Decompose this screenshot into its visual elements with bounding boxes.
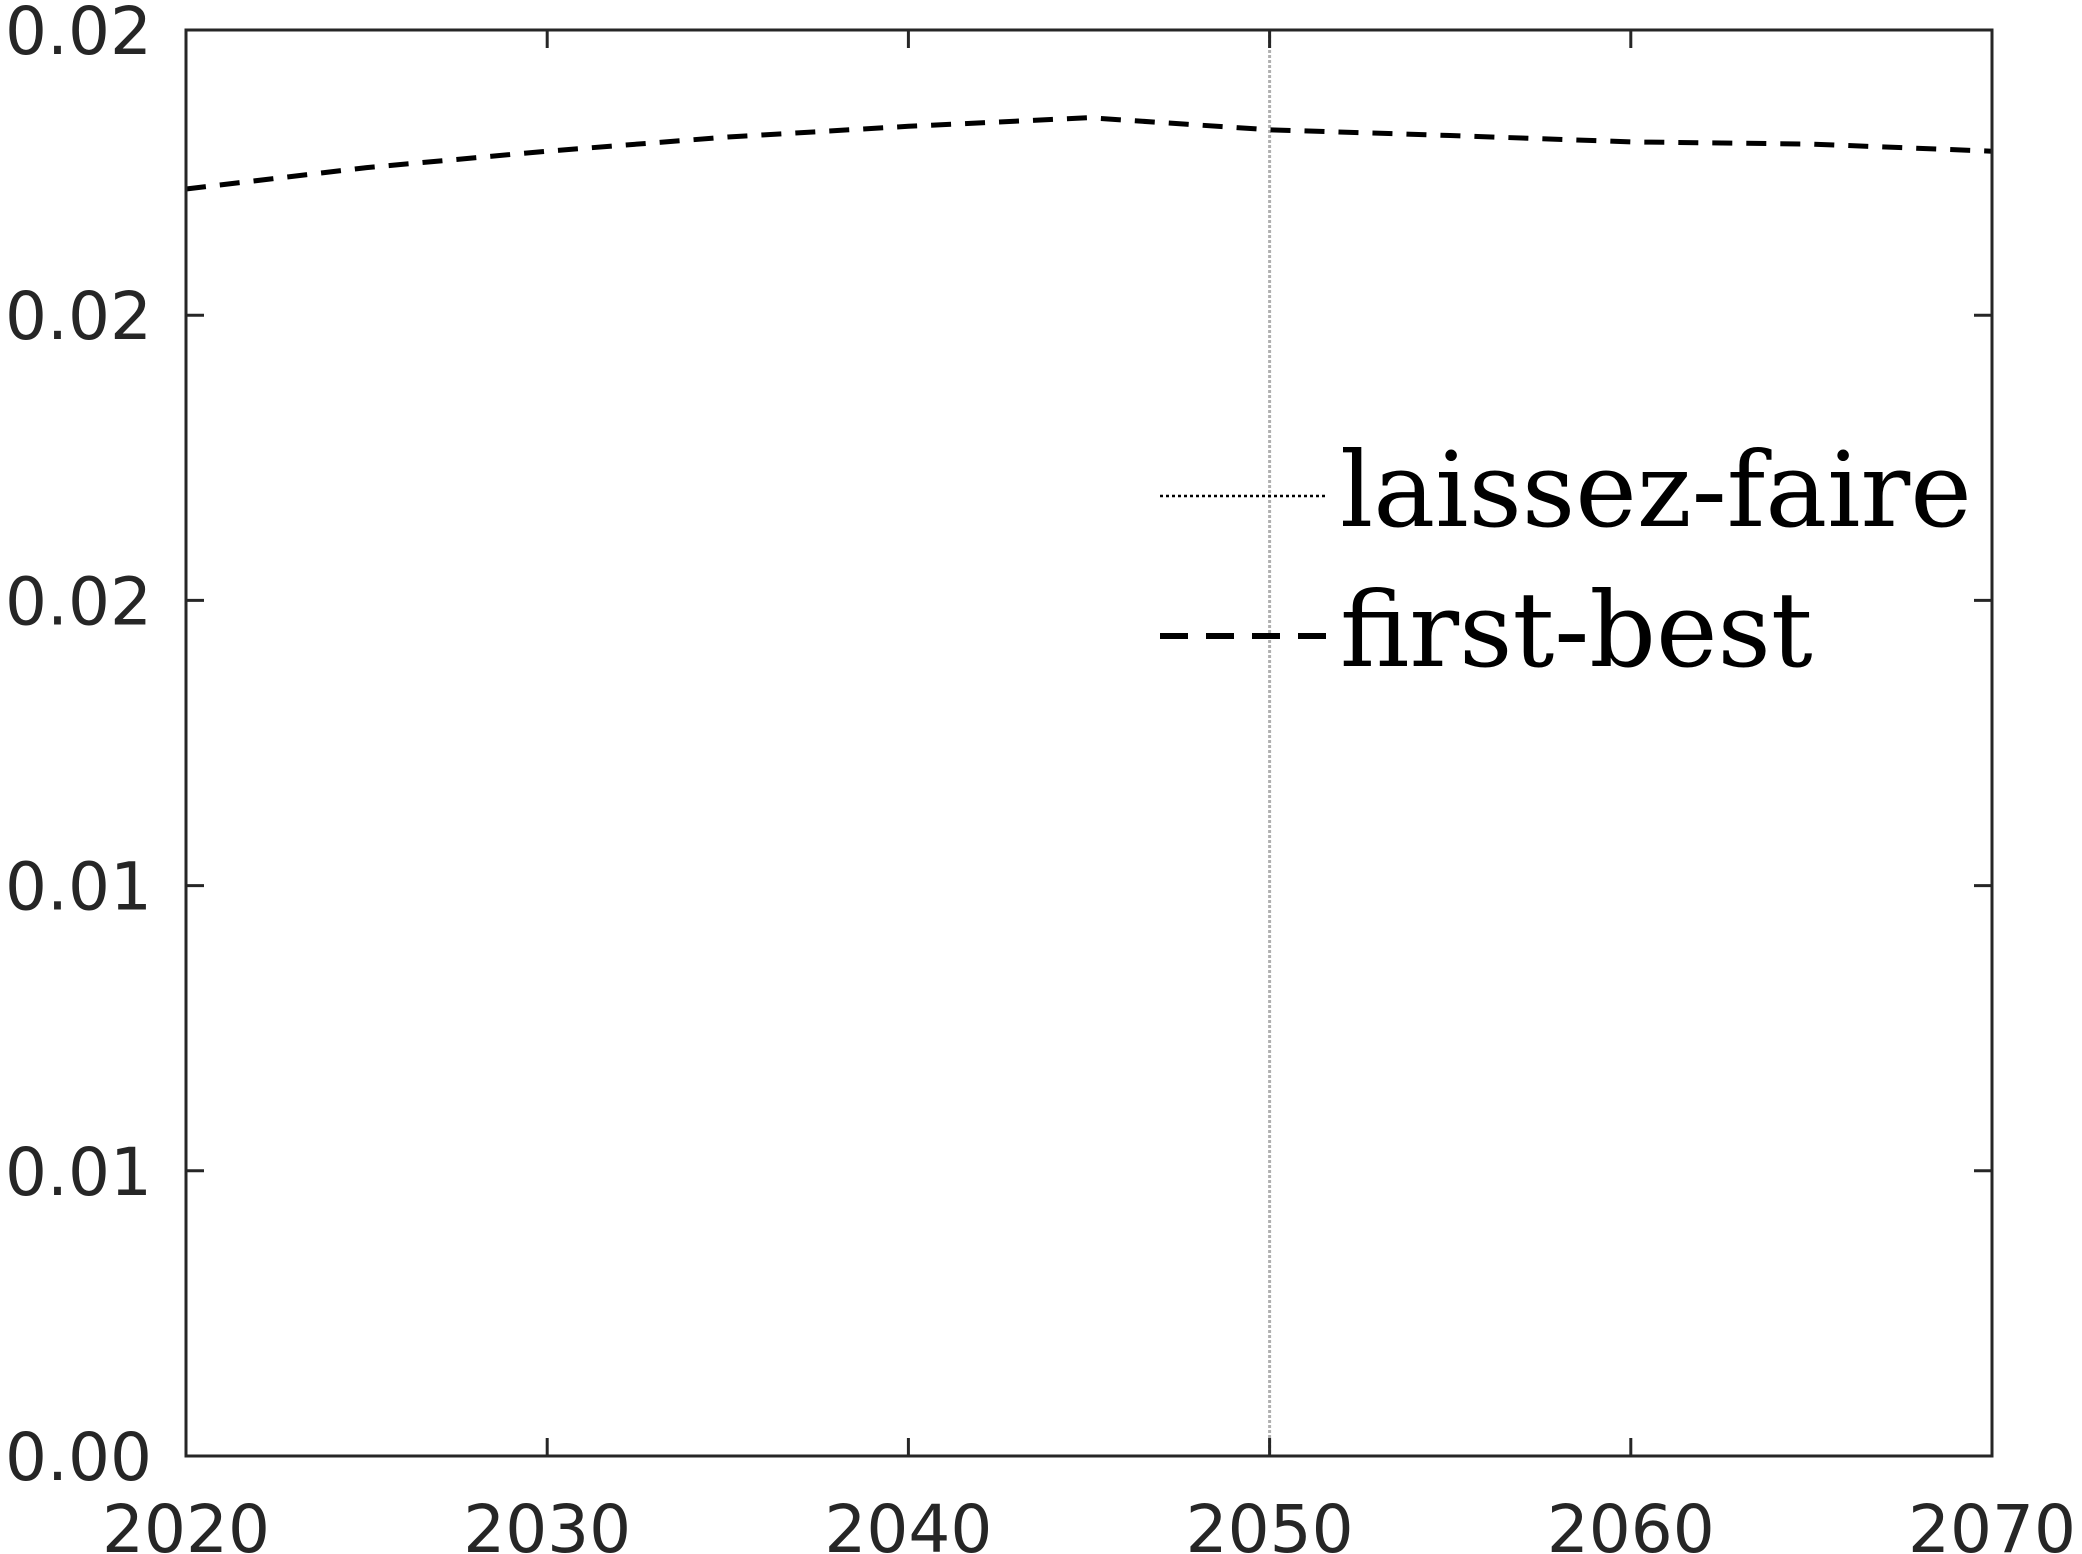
legend-label: first-best [1340,569,1813,691]
x-tick-label: 2020 [102,1491,270,1554]
x-tick-label: 2070 [1908,1491,2076,1554]
x-tick-label: 2040 [824,1491,992,1554]
plot-background [186,30,1992,1456]
plot-area [186,30,1992,1456]
y-tick-label: 0.02 [5,278,152,355]
y-tick-label: 0.02 [5,563,152,640]
series-line-first-best [185,115,1993,192]
y-tick-label: 0.00 [5,1419,152,1496]
legend-label: laissez-faire [1340,429,1972,551]
y-tick-label: 0.02 [5,0,152,70]
legend-entry-laissez-faire: laissez-faire [1160,429,1972,551]
x-tick-label: 2030 [463,1491,631,1554]
axes-layer: 2020 2030 2040 2050 2060 2070 0.00 0.01 0.01 0.02… [5,0,2076,1554]
y-tick-label: 0.01 [5,1134,152,1211]
legend-entry-first-best: first-best [1160,569,1813,691]
y-tick-label: 0.01 [5,849,152,926]
axes-frame [184,28,1994,1458]
legend: laissez-faire first-best [1160,429,1972,691]
x-tick-label: 2050 [1186,1491,1354,1554]
x-tick-label: 2060 [1547,1491,1715,1554]
